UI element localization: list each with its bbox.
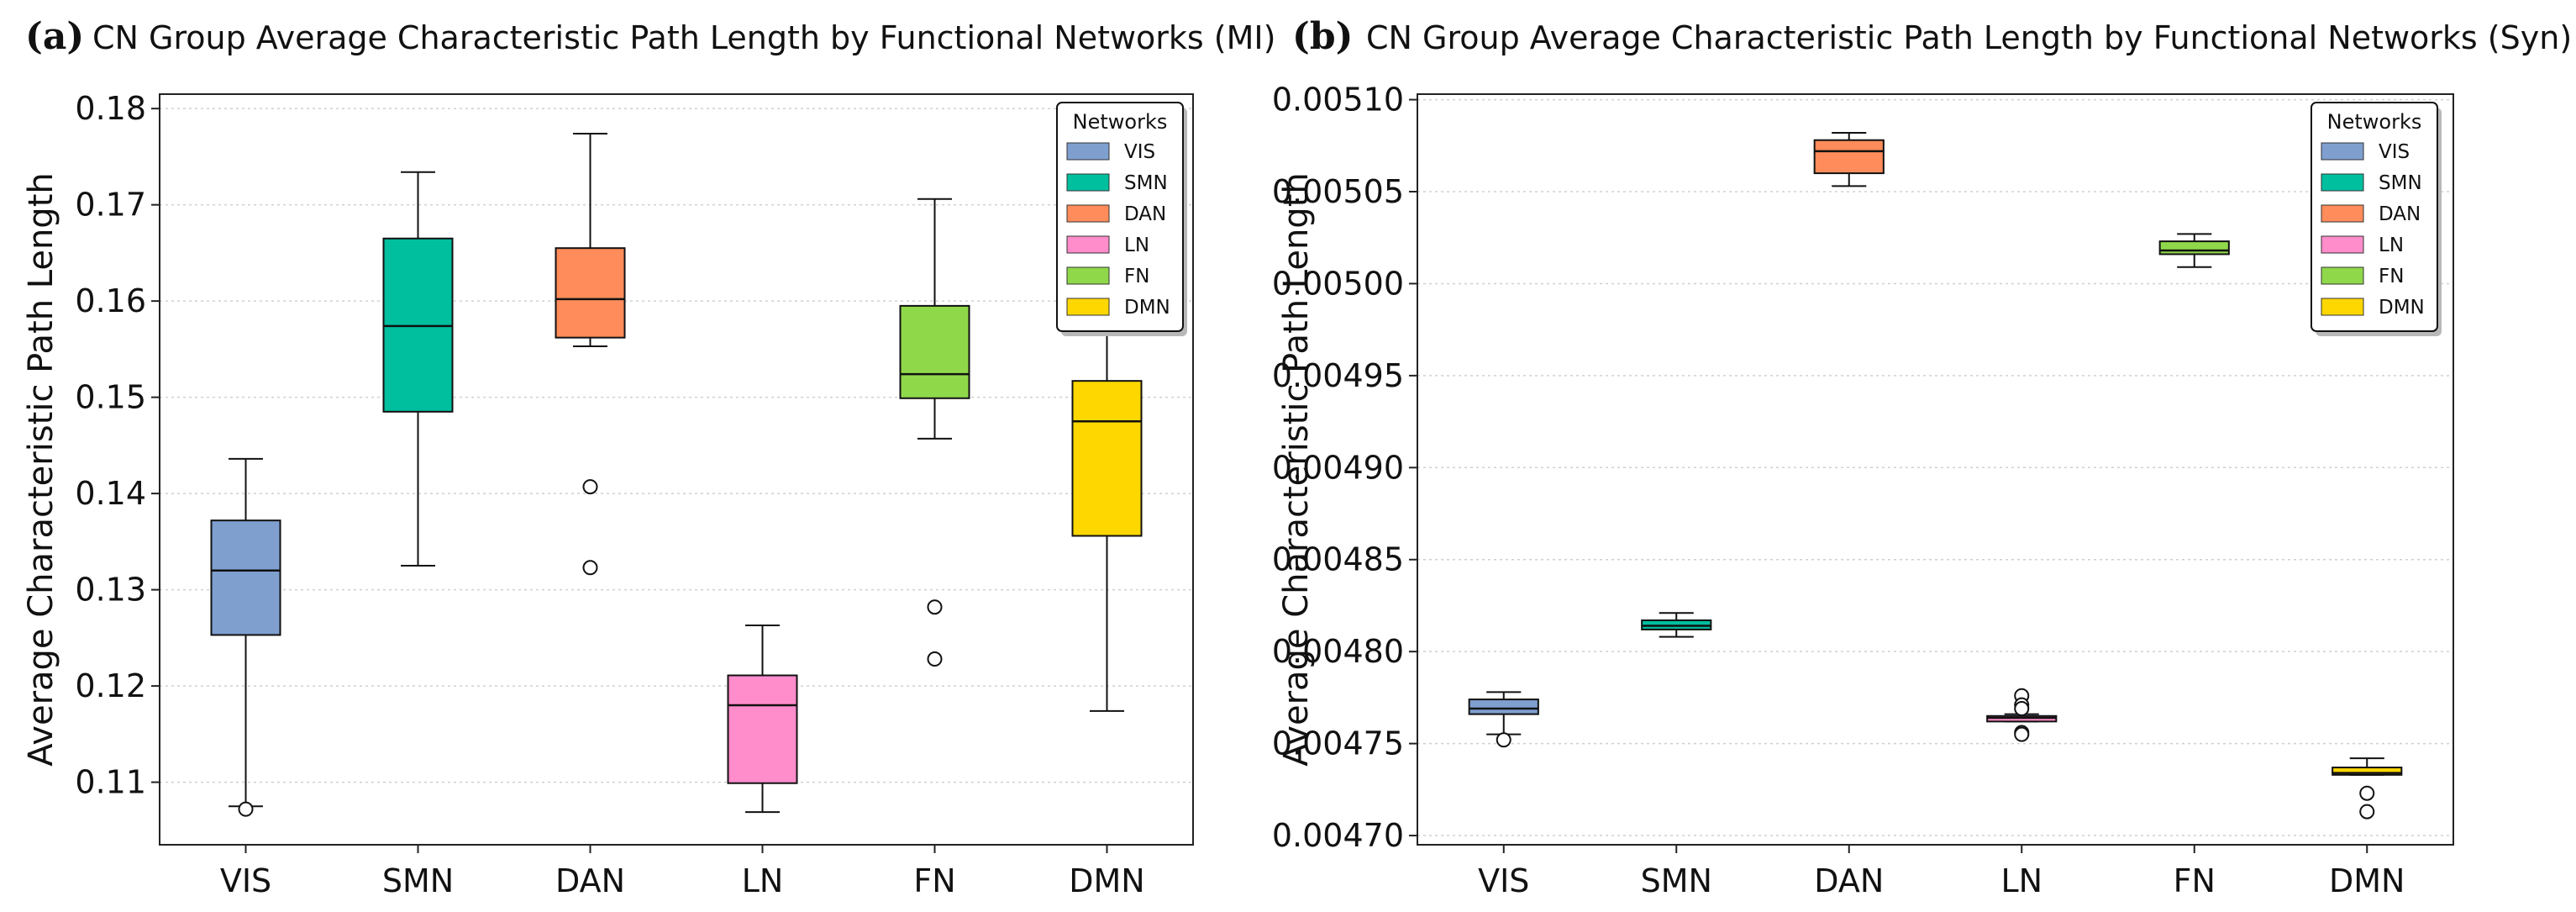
box-iqr bbox=[1813, 139, 1885, 175]
box-dan bbox=[555, 132, 626, 576]
x-tick-label: FN bbox=[2174, 862, 2216, 899]
y-tick-label: 0.00510 bbox=[1272, 82, 1404, 119]
legend-swatch bbox=[1066, 266, 1110, 285]
y-tick-label: 0.17 bbox=[75, 187, 146, 224]
y-tick-label: 0.00490 bbox=[1272, 449, 1404, 486]
y-tick-label: 0.15 bbox=[75, 379, 146, 416]
legend-swatch bbox=[2321, 173, 2364, 192]
outlier-point bbox=[927, 599, 943, 615]
outlier-point bbox=[927, 651, 943, 667]
plot-frame bbox=[1417, 93, 2454, 846]
x-tick-label: DMN bbox=[1069, 862, 1144, 899]
box-iqr bbox=[1071, 380, 1143, 537]
box-iqr bbox=[2158, 240, 2230, 256]
y-tick-label: 0.00500 bbox=[1272, 265, 1404, 302]
chart-title: CN Group Average Characteristic Path Len… bbox=[1366, 19, 2572, 56]
y-tick-label: 0.11 bbox=[75, 764, 146, 801]
outlier-point bbox=[1496, 732, 1511, 748]
outlier-point bbox=[238, 801, 254, 817]
legend-swatch bbox=[2321, 298, 2364, 316]
legend-label: SMN bbox=[1124, 172, 1168, 194]
outlier-point bbox=[582, 479, 598, 495]
legend-swatch bbox=[1066, 235, 1110, 254]
y-tick-label: 0.00470 bbox=[1272, 817, 1404, 854]
panel-letter: (a) bbox=[25, 15, 84, 58]
legend-swatch bbox=[1066, 173, 1110, 192]
legend-swatch bbox=[2321, 235, 2364, 254]
plot-frame bbox=[159, 93, 1194, 846]
x-tick-label: LN bbox=[2000, 862, 2042, 899]
legend-label: FN bbox=[1124, 266, 1149, 287]
legend-label: VIS bbox=[2379, 141, 2410, 163]
legend-swatch bbox=[1066, 298, 1110, 316]
box-dan bbox=[1813, 131, 1885, 187]
y-tick-label: 0.00480 bbox=[1272, 633, 1404, 670]
y-axis-label: Average Characteristic Path Length bbox=[1277, 172, 1316, 766]
box-ln bbox=[727, 624, 798, 814]
panel-letter: (b) bbox=[1292, 15, 1353, 58]
box-iqr bbox=[555, 247, 626, 339]
legend-swatch bbox=[1066, 142, 1110, 161]
y-tick-label: 0.16 bbox=[75, 282, 146, 319]
legend-label: DAN bbox=[1124, 203, 1166, 225]
box-fn bbox=[2158, 233, 2230, 268]
box-fn bbox=[899, 198, 970, 667]
legend-label: DMN bbox=[1124, 297, 1170, 319]
outlier-point bbox=[2014, 701, 2030, 717]
legend-label: LN bbox=[1124, 235, 1149, 256]
panel-b: (b) CN Group Average Characteristic Path … bbox=[1272, 15, 2572, 899]
x-tick-label: DAN bbox=[1814, 862, 1884, 899]
x-tick-label: VIS bbox=[1478, 862, 1529, 899]
y-tick-label: 0.00505 bbox=[1272, 173, 1404, 210]
x-tick-label: SMN bbox=[382, 862, 454, 899]
legend-title: Networks bbox=[1073, 110, 1168, 134]
x-tick-label: DMN bbox=[2329, 862, 2405, 899]
chart-title: CN Group Average Characteristic Path Len… bbox=[92, 19, 1275, 56]
box-iqr bbox=[899, 304, 970, 399]
legend-label: FN bbox=[2379, 266, 2404, 287]
legend-swatch bbox=[2321, 204, 2364, 223]
legend: Networks VIS SMN DAN LN FN DMN bbox=[1056, 102, 1187, 336]
outlier-point bbox=[2359, 785, 2375, 801]
legend-label: VIS bbox=[1124, 141, 1155, 163]
y-tick-label: 0.00495 bbox=[1272, 357, 1404, 394]
legend-title: Networks bbox=[2327, 110, 2422, 134]
legend-label: LN bbox=[2379, 235, 2404, 256]
x-tick-label: FN bbox=[913, 862, 955, 899]
box-iqr bbox=[727, 674, 798, 784]
legend-swatch bbox=[2321, 142, 2364, 161]
y-tick-label: 0.14 bbox=[75, 475, 146, 512]
legend-label: DMN bbox=[2379, 297, 2425, 319]
x-tick-label: VIS bbox=[220, 862, 271, 899]
box-smn bbox=[382, 171, 454, 567]
legend: Networks VIS SMN DAN LN FN DMN bbox=[2311, 102, 2442, 336]
box-ln bbox=[1986, 688, 2058, 742]
box-smn bbox=[1641, 612, 1712, 638]
box-dmn bbox=[2332, 757, 2403, 820]
box-vis bbox=[210, 457, 281, 817]
outlier-point bbox=[582, 560, 598, 576]
legend-swatch bbox=[2321, 266, 2364, 285]
legend-label: SMN bbox=[2379, 172, 2422, 194]
y-tick-label: 0.00475 bbox=[1272, 725, 1404, 762]
box-vis bbox=[1468, 691, 1539, 748]
legend-swatch bbox=[1066, 204, 1110, 223]
box-iqr bbox=[210, 519, 281, 636]
y-tick-label: 0.13 bbox=[75, 572, 146, 609]
y-tick-label: 0.18 bbox=[75, 90, 146, 127]
x-tick-label: LN bbox=[742, 862, 784, 899]
y-tick-label: 0.12 bbox=[75, 667, 146, 704]
box-iqr bbox=[2332, 767, 2403, 776]
panel-a: (a) CN Group Average Characteristic Path … bbox=[22, 15, 1275, 899]
outlier-point bbox=[2014, 726, 2030, 742]
y-axis-label: Average Characteristic Path Length bbox=[22, 172, 60, 766]
x-tick-label: SMN bbox=[1641, 862, 1712, 899]
legend-label: DAN bbox=[2379, 203, 2421, 225]
outlier-point bbox=[2359, 804, 2375, 820]
x-tick-label: DAN bbox=[555, 862, 625, 899]
y-tick-label: 0.00485 bbox=[1272, 541, 1404, 578]
box-iqr bbox=[1468, 698, 1539, 715]
